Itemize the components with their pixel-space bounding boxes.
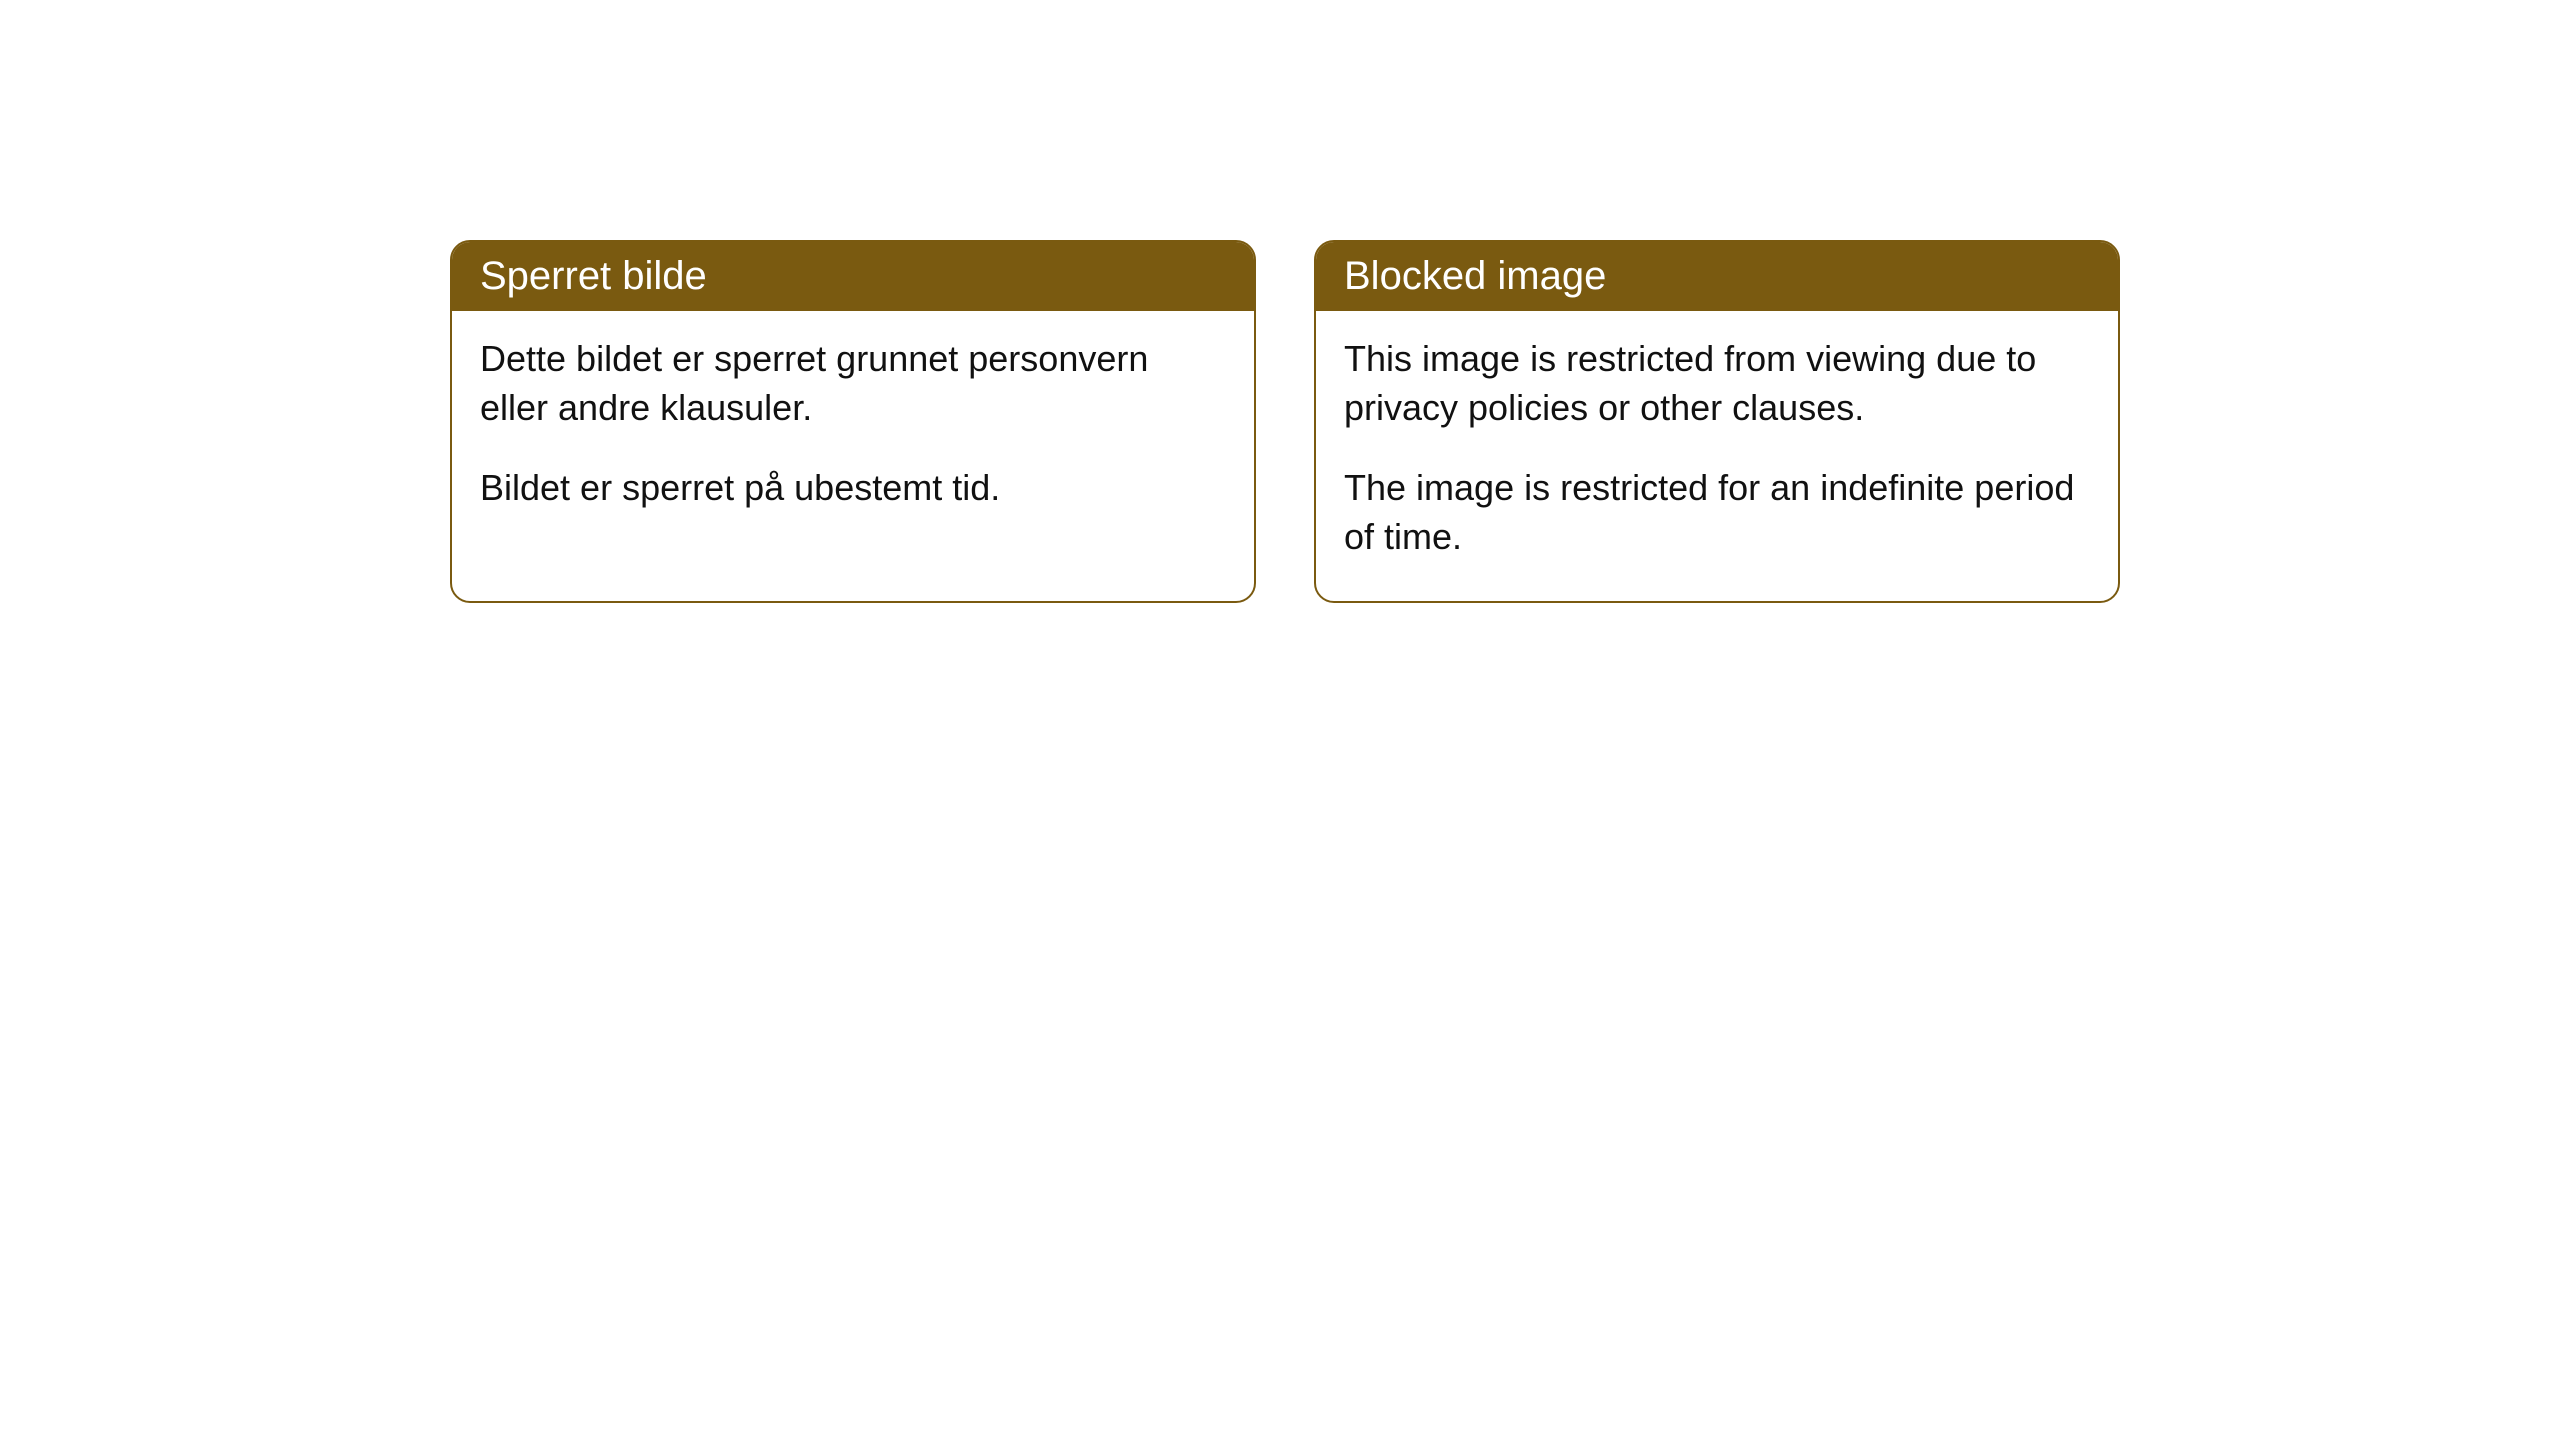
card-paragraph1-no: Dette bildet er sperret grunnet personve… <box>480 335 1226 432</box>
card-title-en: Blocked image <box>1344 254 1606 298</box>
blocked-image-card-no: Sperret bilde Dette bildet er sperret gr… <box>450 240 1256 603</box>
card-paragraph1-en: This image is restricted from viewing du… <box>1344 335 2090 432</box>
card-body-no: Dette bildet er sperret grunnet personve… <box>452 311 1254 553</box>
card-header-en: Blocked image <box>1316 242 2118 311</box>
notice-cards-container: Sperret bilde Dette bildet er sperret gr… <box>450 240 2120 603</box>
card-body-en: This image is restricted from viewing du… <box>1316 311 2118 601</box>
card-header-no: Sperret bilde <box>452 242 1254 311</box>
card-title-no: Sperret bilde <box>480 254 707 298</box>
card-paragraph2-en: The image is restricted for an indefinit… <box>1344 464 2090 561</box>
blocked-image-card-en: Blocked image This image is restricted f… <box>1314 240 2120 603</box>
card-paragraph2-no: Bildet er sperret på ubestemt tid. <box>480 464 1226 513</box>
